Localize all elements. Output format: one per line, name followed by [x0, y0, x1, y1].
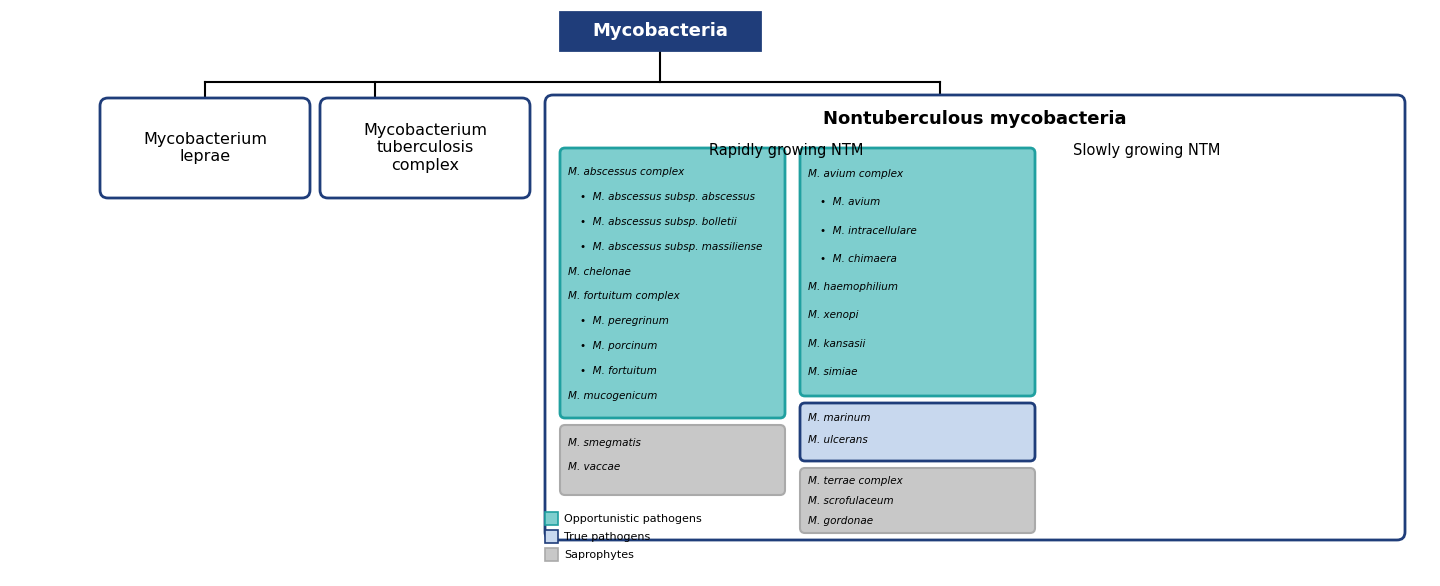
Text: M. xenopi: M. xenopi: [808, 311, 858, 321]
Text: •  M. porcinum: • M. porcinum: [580, 341, 658, 351]
Bar: [544, 530, 559, 543]
Text: •  M. peregrinum: • M. peregrinum: [580, 316, 668, 326]
Text: M. gordonae: M. gordonae: [808, 516, 873, 526]
Text: M. scrofulaceum: M. scrofulaceum: [808, 496, 894, 506]
Text: M. terrae complex: M. terrae complex: [808, 476, 903, 486]
Text: M. smegmatis: M. smegmatis: [567, 438, 641, 448]
Text: Saprophytes: Saprophytes: [564, 550, 634, 560]
Text: •  M. avium: • M. avium: [819, 197, 880, 207]
Text: •  M. chimaera: • M. chimaera: [819, 254, 897, 264]
Bar: [544, 548, 559, 561]
Text: Mycobacterium
leprae: Mycobacterium leprae: [143, 132, 266, 164]
Text: M. haemophilium: M. haemophilium: [808, 282, 899, 292]
FancyBboxPatch shape: [560, 425, 785, 495]
Text: M. fortuitum complex: M. fortuitum complex: [567, 291, 680, 301]
Bar: [544, 512, 559, 525]
FancyBboxPatch shape: [320, 98, 530, 198]
Text: •  M. intracellulare: • M. intracellulare: [819, 226, 917, 236]
Text: M. vaccae: M. vaccae: [567, 462, 621, 472]
FancyBboxPatch shape: [560, 148, 785, 418]
Text: M. abscessus complex: M. abscessus complex: [567, 168, 684, 178]
Text: M. mucogenicum: M. mucogenicum: [567, 391, 658, 401]
Text: M. kansasii: M. kansasii: [808, 339, 865, 349]
Text: •  M. abscessus subsp. abscessus: • M. abscessus subsp. abscessus: [580, 192, 755, 202]
Text: M. marinum: M. marinum: [808, 413, 871, 423]
FancyBboxPatch shape: [99, 98, 310, 198]
FancyBboxPatch shape: [801, 468, 1035, 533]
Text: Mycobacterium
tuberculosis
complex: Mycobacterium tuberculosis complex: [363, 123, 487, 173]
Text: M. simiae: M. simiae: [808, 367, 857, 377]
Bar: [560, 12, 760, 50]
Text: M. chelonae: M. chelonae: [567, 267, 631, 277]
Text: •  M. abscessus subsp. bolletii: • M. abscessus subsp. bolletii: [580, 217, 737, 227]
Text: M. ulcerans: M. ulcerans: [808, 435, 868, 445]
Text: Mycobacteria: Mycobacteria: [592, 22, 729, 40]
FancyBboxPatch shape: [801, 403, 1035, 461]
FancyBboxPatch shape: [801, 148, 1035, 396]
Text: Opportunistic pathogens: Opportunistic pathogens: [564, 513, 701, 523]
Text: •  M. fortuitum: • M. fortuitum: [580, 366, 657, 376]
Text: Slowly growing NTM: Slowly growing NTM: [1073, 142, 1221, 158]
Text: M. avium complex: M. avium complex: [808, 169, 903, 179]
FancyBboxPatch shape: [544, 95, 1405, 540]
Text: •  M. abscessus subsp. massiliense: • M. abscessus subsp. massiliense: [580, 242, 762, 252]
Text: Nontuberculous mycobacteria: Nontuberculous mycobacteria: [824, 110, 1126, 128]
Text: True pathogens: True pathogens: [564, 532, 651, 541]
Text: Rapidly growing NTM: Rapidly growing NTM: [708, 142, 863, 158]
